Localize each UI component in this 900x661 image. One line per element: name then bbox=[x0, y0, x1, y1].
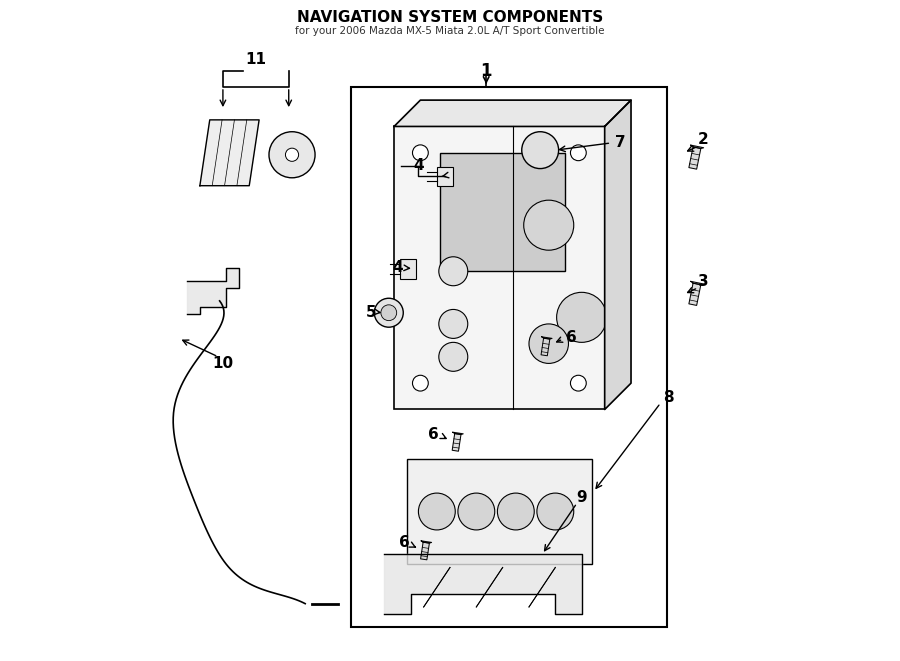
Text: 7: 7 bbox=[615, 136, 626, 151]
Circle shape bbox=[571, 145, 586, 161]
Polygon shape bbox=[453, 432, 464, 434]
Text: NAVIGATION SYSTEM COMPONENTS: NAVIGATION SYSTEM COMPONENTS bbox=[297, 11, 603, 25]
Circle shape bbox=[556, 292, 607, 342]
Circle shape bbox=[381, 305, 397, 321]
Polygon shape bbox=[421, 541, 432, 543]
Bar bbox=[351, 87, 667, 627]
Text: 10: 10 bbox=[212, 356, 233, 371]
Polygon shape bbox=[200, 120, 259, 186]
Circle shape bbox=[374, 298, 403, 327]
Circle shape bbox=[439, 309, 468, 338]
Circle shape bbox=[498, 493, 535, 530]
Circle shape bbox=[412, 145, 428, 161]
Text: 6: 6 bbox=[566, 330, 577, 344]
Text: 6: 6 bbox=[399, 535, 410, 550]
Circle shape bbox=[439, 256, 468, 286]
Polygon shape bbox=[605, 100, 631, 409]
Polygon shape bbox=[186, 268, 239, 314]
Text: 2: 2 bbox=[698, 132, 709, 147]
Text: 8: 8 bbox=[663, 390, 674, 405]
Circle shape bbox=[537, 493, 573, 530]
Circle shape bbox=[524, 200, 573, 251]
Circle shape bbox=[458, 493, 495, 530]
Bar bbox=[440, 153, 565, 271]
Circle shape bbox=[529, 324, 569, 364]
Bar bbox=[400, 258, 416, 278]
FancyBboxPatch shape bbox=[407, 459, 591, 564]
Text: for your 2006 Mazda MX-5 Miata 2.0L A/T Sport Convertible: for your 2006 Mazda MX-5 Miata 2.0L A/T … bbox=[295, 26, 605, 36]
Polygon shape bbox=[691, 145, 704, 149]
Polygon shape bbox=[420, 542, 429, 560]
Text: 4: 4 bbox=[392, 260, 402, 276]
Circle shape bbox=[522, 132, 559, 169]
Text: 6: 6 bbox=[428, 427, 439, 442]
Polygon shape bbox=[384, 555, 581, 613]
Polygon shape bbox=[452, 434, 461, 451]
Circle shape bbox=[418, 493, 455, 530]
FancyBboxPatch shape bbox=[394, 126, 605, 409]
Polygon shape bbox=[688, 283, 701, 305]
Text: 4: 4 bbox=[413, 159, 424, 173]
Circle shape bbox=[285, 148, 299, 161]
Text: 3: 3 bbox=[698, 274, 708, 289]
Polygon shape bbox=[688, 147, 701, 169]
Circle shape bbox=[439, 342, 468, 371]
Text: 9: 9 bbox=[576, 490, 587, 504]
Polygon shape bbox=[691, 282, 704, 285]
Polygon shape bbox=[394, 100, 631, 126]
Circle shape bbox=[412, 375, 428, 391]
Text: 1: 1 bbox=[481, 61, 492, 79]
Polygon shape bbox=[542, 337, 552, 339]
Polygon shape bbox=[541, 338, 550, 356]
Circle shape bbox=[269, 132, 315, 178]
Text: 5: 5 bbox=[365, 305, 376, 319]
Circle shape bbox=[571, 375, 586, 391]
Text: 11: 11 bbox=[246, 52, 266, 67]
Bar bbox=[436, 167, 453, 186]
